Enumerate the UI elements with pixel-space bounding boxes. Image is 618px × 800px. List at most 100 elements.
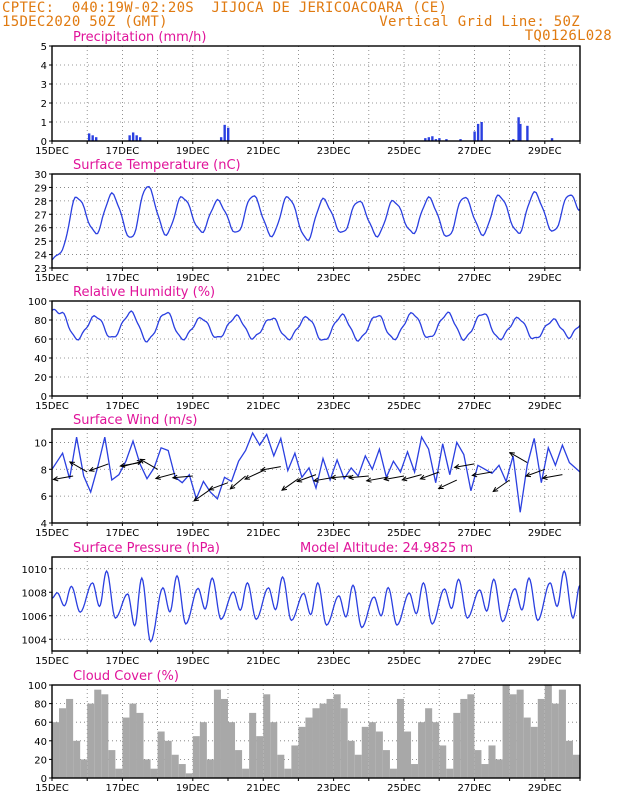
temp-ytick-label: 26 <box>34 224 47 235</box>
cloud-bar <box>291 745 299 778</box>
temp-ytick-label: 29 <box>34 183 47 194</box>
wind-title: Surface Wind (m/s) <box>73 413 197 428</box>
precip-xtick-label: 29DEC <box>528 146 562 157</box>
precip-frame <box>51 45 581 142</box>
precip-bar <box>91 135 94 141</box>
wind-vector <box>140 458 158 470</box>
temp-ytick-label: 28 <box>34 197 47 208</box>
wind-vector-head <box>88 466 95 472</box>
wind-xtick-label: 27DEC <box>458 528 492 539</box>
cloud-bar <box>439 745 447 778</box>
wind-vector-head <box>154 474 161 480</box>
wind-vector-head <box>296 477 303 483</box>
precip-bar <box>480 122 483 141</box>
wind-vector <box>229 475 246 490</box>
wind-vector <box>297 474 317 482</box>
cloud-bar <box>396 698 404 778</box>
precip-bar <box>219 137 223 141</box>
precip-bar <box>438 138 441 141</box>
cloud-bar <box>502 685 510 778</box>
temp-xtick-label: 25DEC <box>387 273 421 284</box>
pressure-xtick-label: 15DEC <box>35 656 69 667</box>
cloud-bar <box>80 759 88 778</box>
wind-vector <box>313 476 334 482</box>
cloud-ytick-label: 80 <box>34 700 47 711</box>
wind-vector <box>438 479 458 489</box>
rh-ytick-label: 20 <box>34 373 47 384</box>
wind-vector-head <box>68 461 75 467</box>
cloud-title: Cloud Cover (%) <box>73 669 179 684</box>
wind-vector <box>525 468 545 477</box>
precip-bar <box>550 138 554 141</box>
header-grid-note: Vertical Grid Line: 50Z <box>379 14 580 30</box>
precip-ytick-label: 3 <box>41 80 47 91</box>
temp-xtick-label: 17DEC <box>106 273 140 284</box>
temp-line <box>51 185 581 261</box>
cloud-bar <box>404 731 412 778</box>
wind-xtick-label: 21DEC <box>246 528 280 539</box>
precip-title: Precipitation (mm/h) <box>73 30 206 45</box>
precip-bar <box>445 139 448 141</box>
cloud-bar <box>537 698 545 778</box>
precip-bar <box>223 124 226 141</box>
cloud-bar <box>523 717 531 778</box>
precip-bar <box>519 123 522 141</box>
precip-bar <box>459 139 462 141</box>
wind-vector-head <box>139 458 146 464</box>
wind-vector <box>366 476 387 482</box>
cloud-bar <box>516 689 524 778</box>
wind-vector <box>69 461 88 473</box>
cloud-bar <box>509 694 517 778</box>
pressure-line <box>51 569 581 643</box>
cloud-bar <box>565 740 573 778</box>
temp-xtick-label: 19DEC <box>176 273 210 284</box>
precip-bar <box>139 137 142 141</box>
cloud-bar <box>460 698 468 778</box>
cloud-xtick-label: 23DEC <box>317 783 351 794</box>
pressure-annotation: Model Altitude: 24.9825 m <box>300 541 473 556</box>
cloud-bar <box>481 764 489 778</box>
pressure-xtick-label: 29DEC <box>528 656 562 667</box>
cloud-bar <box>312 708 320 778</box>
cloud-bar <box>228 722 236 778</box>
cloud-xtick-label: 17DEC <box>106 783 140 794</box>
wind-vector-head <box>471 472 478 478</box>
wind-vector <box>384 475 405 480</box>
cloud-bar <box>333 694 341 778</box>
cloud-bar <box>347 740 355 778</box>
precip-bar <box>427 137 431 141</box>
precip-xtick-label: 15DEC <box>35 146 69 157</box>
cloud-bar <box>319 703 327 778</box>
cloud-bar <box>52 722 60 778</box>
rh-xtick-label: 29DEC <box>528 401 562 412</box>
precip-bar <box>227 127 230 141</box>
precip-bar <box>517 117 520 141</box>
rh-ytick-label: 40 <box>34 354 47 365</box>
precip-bar <box>473 131 476 141</box>
cloud-bar <box>277 754 285 778</box>
cloud-bar <box>361 726 369 778</box>
cloud-bar <box>411 764 419 778</box>
wind-vector-head <box>383 476 390 482</box>
temp-title: Surface Temperature (nC) <box>73 158 241 173</box>
temp-frame <box>51 173 581 269</box>
wind-vector-head <box>365 477 372 483</box>
wind-vector <box>244 470 264 480</box>
wind-vector <box>89 463 109 472</box>
cloud-bar <box>474 750 482 778</box>
wind-vector <box>509 452 528 464</box>
temp-xtick-label: 29DEC <box>528 273 562 284</box>
pressure-title: Surface Pressure (hPa) <box>73 541 220 556</box>
cloud-bar <box>122 717 130 778</box>
cloud-bar <box>544 685 552 778</box>
rh-ytick-label: 0 <box>41 392 47 403</box>
cloud-bar <box>495 759 503 778</box>
cloud-xtick-label: 15DEC <box>35 783 69 794</box>
cloud-ytick-label: 40 <box>34 737 47 748</box>
wind-vector-head <box>259 466 267 472</box>
cloud-bar <box>235 750 243 778</box>
cloud-ytick-label: 20 <box>34 755 47 766</box>
temp-ytick-label: 30 <box>34 170 47 181</box>
rh-xtick-label: 23DEC <box>317 401 351 412</box>
pressure-ytick-label: 1006 <box>22 612 47 623</box>
